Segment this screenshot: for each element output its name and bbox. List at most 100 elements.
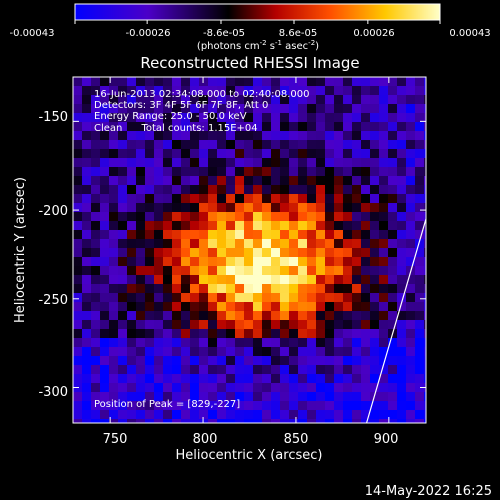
heatmap-cell xyxy=(406,140,416,150)
heatmap-cell xyxy=(118,122,128,132)
heatmap-cell xyxy=(352,194,362,204)
heatmap-cell xyxy=(388,104,398,114)
heatmap-cell xyxy=(388,176,398,186)
heatmap-cell xyxy=(415,140,425,150)
heatmap-cell xyxy=(199,383,209,393)
heatmap-cell xyxy=(154,239,164,249)
heatmap-cell xyxy=(406,374,416,384)
heatmap-cell xyxy=(244,257,254,267)
heatmap-cell xyxy=(334,401,344,411)
heatmap-cell xyxy=(244,383,254,393)
heatmap-cell xyxy=(217,374,227,384)
heatmap-cell xyxy=(145,419,155,423)
time-range-text: 16-Jun-2013 02:34:08.000 to 02:40:08.000 xyxy=(94,89,310,100)
heatmap-cell xyxy=(100,392,110,402)
heatmap-cell xyxy=(109,212,119,222)
heatmap-cell xyxy=(145,311,155,321)
heatmap-cell xyxy=(343,266,353,276)
heatmap-cell xyxy=(127,230,137,240)
heatmap-cell xyxy=(181,158,191,168)
heatmap-cell xyxy=(163,347,173,357)
heatmap-cell xyxy=(73,284,83,294)
heatmap-cell xyxy=(208,311,218,321)
heatmap-cell xyxy=(361,194,371,204)
heatmap-cell xyxy=(271,275,281,285)
heatmap-cell xyxy=(388,275,398,285)
heatmap-cell xyxy=(181,239,191,249)
heatmap-cell xyxy=(289,275,299,285)
heatmap-cell xyxy=(109,122,119,132)
heatmap-cell xyxy=(118,113,128,123)
heatmap-cell xyxy=(370,104,380,114)
heatmap-cell xyxy=(415,185,425,195)
heatmap-cell xyxy=(379,374,389,384)
heatmap-cell xyxy=(271,131,281,141)
heatmap-cell xyxy=(208,203,218,213)
heatmap-cell xyxy=(127,347,137,357)
heatmap-cell xyxy=(172,329,182,339)
heatmap-cell xyxy=(226,275,236,285)
heatmap-cell xyxy=(226,374,236,384)
heatmap-cell xyxy=(325,122,335,132)
heatmap-cell xyxy=(100,383,110,393)
heatmap-cell xyxy=(73,122,83,132)
heatmap-cell xyxy=(325,185,335,195)
heatmap-cell xyxy=(73,248,83,258)
heatmap-cell xyxy=(271,338,281,348)
heatmap-image xyxy=(73,77,426,423)
heatmap-cell xyxy=(424,302,426,312)
heatmap-cell xyxy=(100,77,110,87)
heatmap-cell xyxy=(397,266,407,276)
heatmap-cell xyxy=(127,221,137,231)
heatmap-cell xyxy=(163,212,173,222)
heatmap-cell xyxy=(208,167,218,177)
heatmap-cell xyxy=(424,95,426,105)
heatmap-cell xyxy=(91,302,101,312)
heatmap-cell xyxy=(73,158,83,168)
heatmap-cell xyxy=(226,212,236,222)
heatmap-cell xyxy=(145,410,155,420)
heatmap-cell xyxy=(109,311,119,321)
heatmap-cell xyxy=(352,86,362,96)
heatmap-cell xyxy=(361,374,371,384)
heatmap-cell xyxy=(289,401,299,411)
heatmap-cell xyxy=(325,95,335,105)
heatmap-cell xyxy=(109,149,119,159)
heatmap-cell xyxy=(415,86,425,96)
heatmap-cell xyxy=(154,410,164,420)
heatmap-cell xyxy=(424,257,426,267)
heatmap-cell xyxy=(289,347,299,357)
heatmap-cell xyxy=(280,383,290,393)
heatmap-cell xyxy=(361,167,371,177)
heatmap-cell xyxy=(163,320,173,330)
heatmap-cell xyxy=(424,203,426,213)
heatmap-cell xyxy=(226,158,236,168)
heatmap-cell xyxy=(226,257,236,267)
heatmap-cell xyxy=(361,158,371,168)
heatmap-cell xyxy=(82,374,92,384)
heatmap-cell xyxy=(271,311,281,321)
heatmap-cell xyxy=(244,275,254,285)
heatmap-cell xyxy=(307,374,317,384)
heatmap-cell xyxy=(136,311,146,321)
heatmap-cell xyxy=(361,122,371,132)
heatmap-cell xyxy=(397,329,407,339)
heatmap-cell xyxy=(199,293,209,303)
heatmap-cell xyxy=(334,338,344,348)
heatmap-cell xyxy=(253,320,263,330)
heatmap-cell xyxy=(262,122,272,132)
heatmap-cell xyxy=(262,392,272,402)
heatmap-cell xyxy=(388,77,398,87)
heatmap-cell xyxy=(172,239,182,249)
heatmap-cell xyxy=(379,185,389,195)
heatmap-cell xyxy=(208,230,218,240)
heatmap-cell xyxy=(307,293,317,303)
heatmap-cell xyxy=(190,185,200,195)
heatmap-cell xyxy=(235,329,245,339)
x-tick-label: 750 xyxy=(103,432,128,447)
heatmap-cell xyxy=(190,239,200,249)
heatmap-cell xyxy=(352,293,362,303)
heatmap-cell xyxy=(424,311,426,321)
heatmap-cell xyxy=(190,356,200,366)
heatmap-cell xyxy=(271,410,281,420)
